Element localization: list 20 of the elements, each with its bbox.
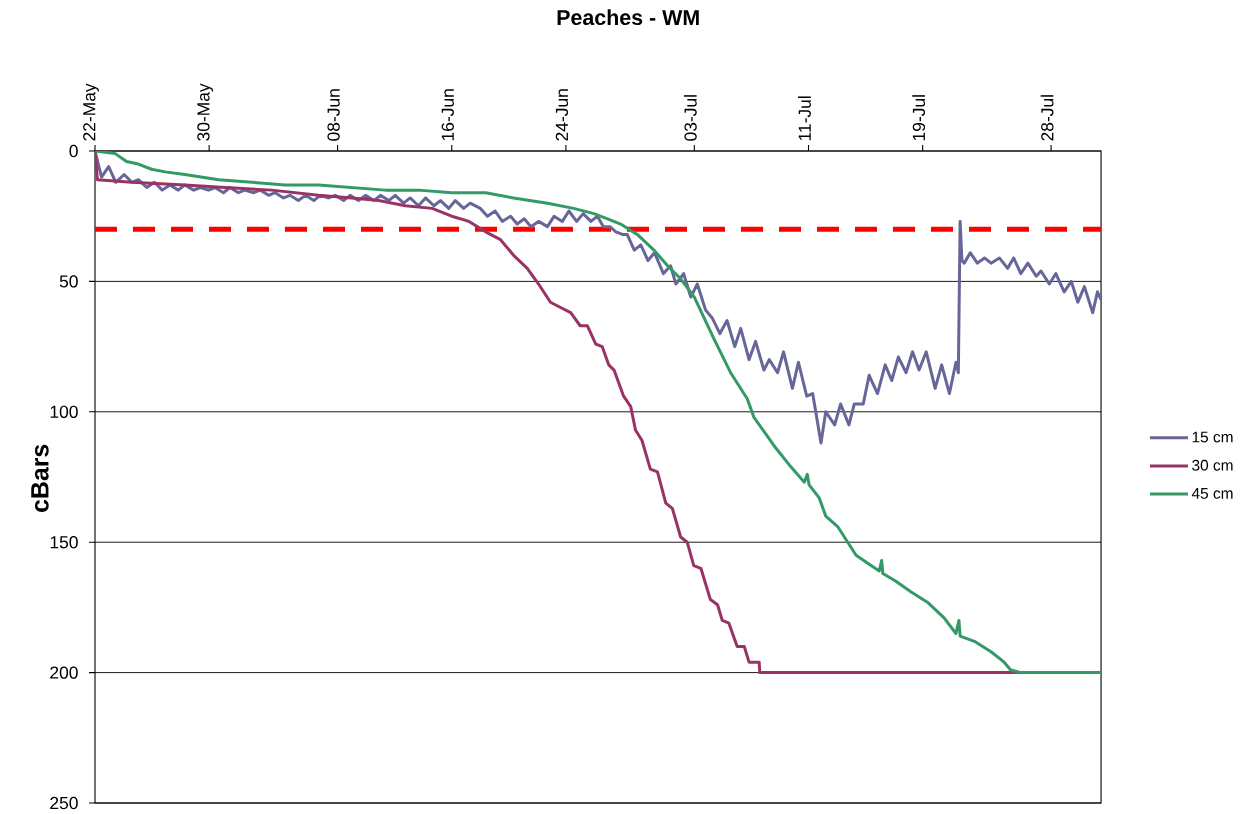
x-tick-label: 30-May	[197, 83, 214, 141]
y-tick-label: 100	[50, 405, 78, 418]
y-tick-label: 50	[59, 275, 78, 288]
x-tick-label: 28-Jul	[1040, 95, 1054, 141]
x-tick-label: 03-Jul	[683, 95, 697, 141]
x-tick-label: 08-Jun	[327, 89, 340, 141]
x-tick-label: 22-May	[83, 83, 99, 141]
chart-title: Peaches - WM	[557, 9, 699, 26]
legend-label: 15 cm	[1192, 431, 1233, 443]
y-tick-label: 0	[69, 144, 78, 158]
y-axis-title: cBars	[31, 444, 49, 512]
y-tick-label: 150	[50, 536, 78, 549]
x-tick-label: 11-Jul	[798, 96, 811, 141]
x-tick-label: 24-Jun	[555, 89, 569, 141]
y-tick-label: 250	[50, 796, 78, 810]
legend-label: 45 cm	[1191, 488, 1233, 499]
y-tick-label: 200	[50, 666, 78, 679]
x-tick-label: 19-Jul	[912, 95, 926, 141]
legend-label: 30 cm	[1192, 459, 1233, 471]
x-tick-label: 16-Jun	[441, 89, 454, 141]
